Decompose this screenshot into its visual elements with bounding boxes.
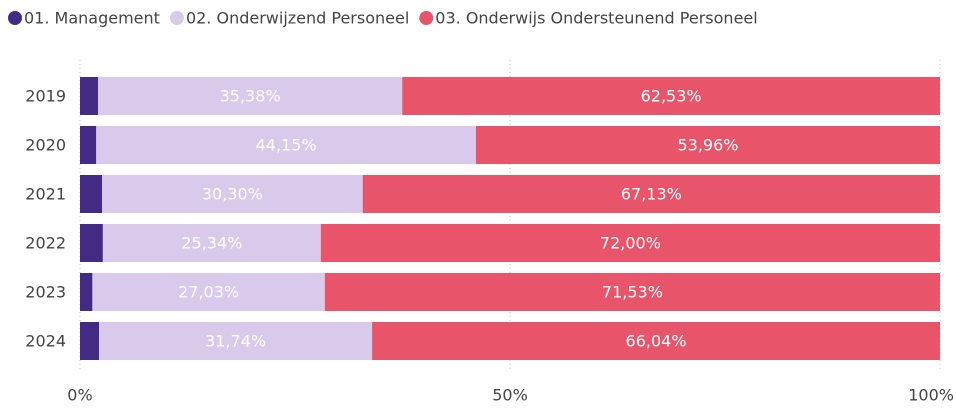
- legend-label: 02. Onderwijzend Personeel: [186, 9, 409, 28]
- bar-segment: [320, 224, 940, 262]
- bar-segment: [324, 273, 940, 311]
- bar-segment: [92, 273, 325, 311]
- bar-segment: [97, 77, 403, 115]
- bar-segment: [475, 126, 940, 164]
- x-tick-label: 0%: [67, 386, 92, 405]
- x-tick-label: 50%: [492, 386, 528, 405]
- y-tick-label: 2021: [25, 185, 66, 204]
- bar-segment: [362, 175, 940, 213]
- data-label: 66,04%: [626, 332, 687, 351]
- bar-segment: [80, 273, 93, 311]
- data-label: 30,30%: [202, 185, 263, 204]
- data-label: 62,53%: [641, 87, 702, 106]
- bar-segment: [80, 77, 98, 115]
- y-tick-label: 2022: [25, 234, 66, 253]
- y-tick-label: 2024: [25, 332, 66, 351]
- data-label: 44,15%: [256, 136, 317, 155]
- bar-segment: [80, 224, 103, 262]
- data-label: 31,74%: [205, 332, 266, 351]
- bar-segment: [402, 77, 940, 115]
- x-tick-label: 100%: [908, 386, 954, 405]
- legend-marker: [419, 11, 434, 25]
- bar-segment: [102, 224, 321, 262]
- data-label: 27,03%: [178, 283, 239, 302]
- bar-segment: [80, 322, 100, 360]
- data-label: 71,53%: [602, 283, 663, 302]
- bar-segment: [80, 126, 97, 164]
- data-label: 25,34%: [181, 234, 242, 253]
- bar-segment: [80, 175, 103, 213]
- legend-marker: [169, 11, 184, 25]
- legend-marker: [8, 11, 22, 25]
- data-label: 53,96%: [677, 136, 738, 155]
- bar-segment: [102, 175, 363, 213]
- legend-label: 01. Management: [24, 9, 160, 28]
- data-label: 67,13%: [621, 185, 682, 204]
- data-label: 72,00%: [600, 234, 661, 253]
- data-label: 35,38%: [220, 87, 281, 106]
- bar-segment: [96, 126, 476, 164]
- legend-label: 03. Onderwijs Ondersteunend Personeel: [435, 9, 757, 28]
- y-tick-label: 2019: [25, 87, 66, 106]
- bar-segment: [99, 322, 373, 360]
- y-tick-label: 2020: [25, 136, 66, 155]
- y-tick-label: 2023: [25, 283, 66, 302]
- bar-segment: [372, 322, 940, 360]
